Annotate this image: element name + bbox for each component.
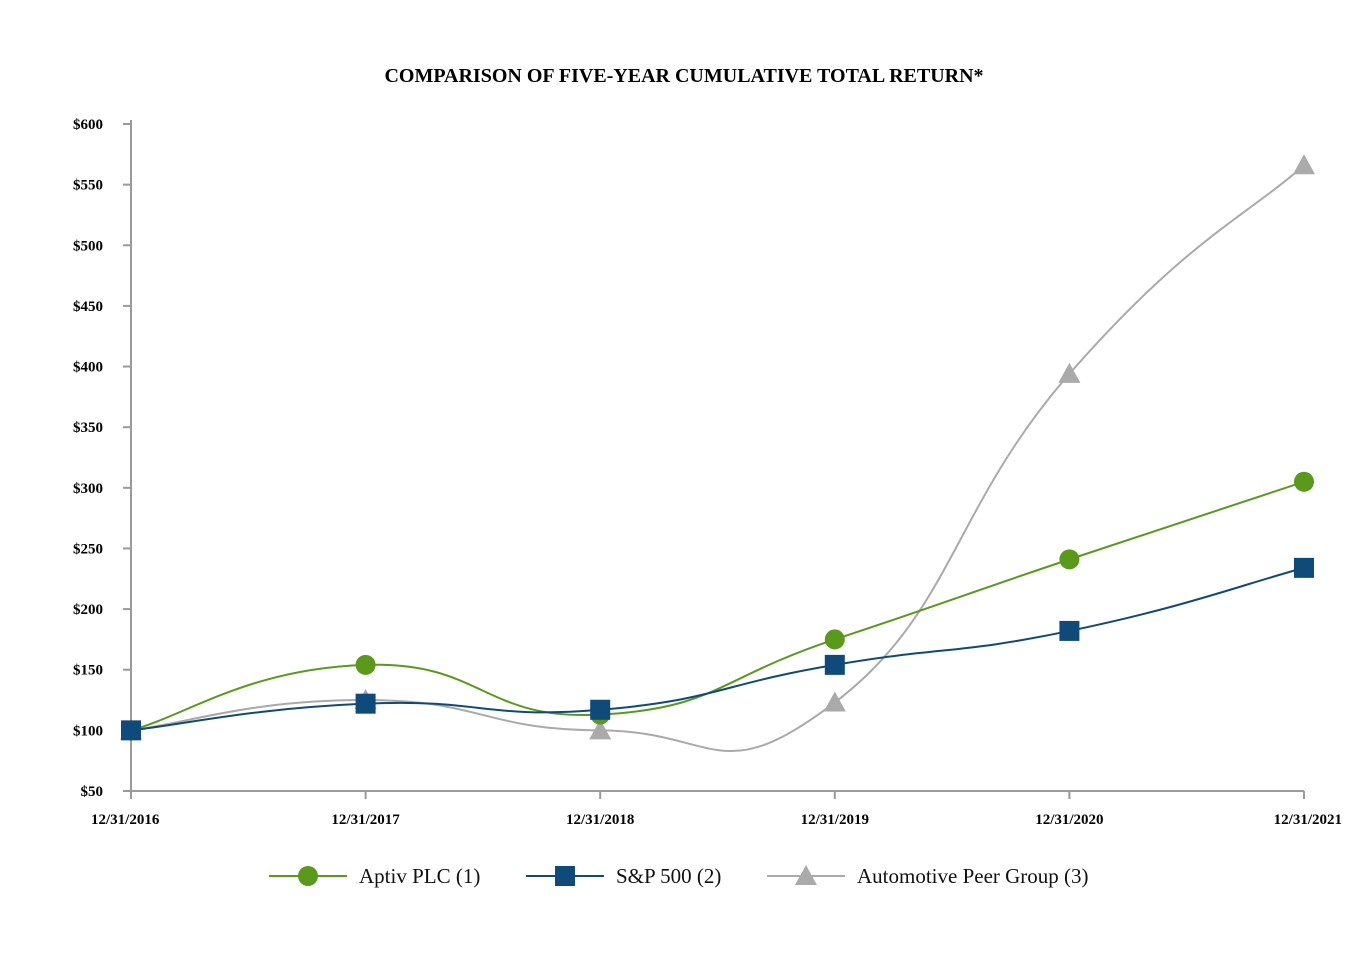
legend-label: Automotive Peer Group (3)	[857, 864, 1089, 888]
y-tick-label: $500	[73, 238, 103, 254]
data-point-s-p-500-2	[824, 654, 845, 675]
y-tick-label: $100	[73, 723, 103, 739]
x-tick-label: 12/31/2021	[1274, 812, 1342, 828]
y-tick-label: $50	[81, 784, 104, 800]
series-line-aptiv-plc-1	[130, 480, 1305, 732]
legend-item-s-p-500-2: S&P 500 (2)	[526, 864, 721, 888]
y-tick-label: $600	[73, 117, 103, 133]
legend-marker-triangle	[795, 865, 817, 885]
series-s-p-500-2	[121, 557, 1314, 741]
chart-title: COMPARISON OF FIVE-YEAR CUMULATIVE TOTAL…	[384, 65, 983, 87]
x-tick-label: 12/31/2019	[801, 812, 869, 828]
data-point-s-p-500-2	[121, 720, 141, 741]
x-tick-label: 12/31/2017	[331, 812, 400, 828]
data-point-s-p-500-2	[590, 699, 611, 720]
series-layer	[120, 154, 1315, 753]
x-tick-label: 12/31/2018	[566, 812, 634, 828]
data-point-automotive-peer-group-3	[1293, 154, 1315, 175]
data-point-automotive-peer-group-3	[1058, 362, 1081, 383]
legend-label: Aptiv PLC (1)	[359, 864, 480, 888]
legend-marker-circle	[298, 866, 318, 886]
y-tick-label: $250	[73, 541, 103, 557]
y-tick-label: $300	[73, 481, 103, 497]
x-tick-label: 12/31/2020	[1035, 812, 1103, 828]
series-automotive-peer-group-3	[120, 154, 1315, 753]
data-point-aptiv-plc-1	[824, 629, 845, 650]
legend-label: S&P 500 (2)	[616, 864, 721, 888]
data-point-s-p-500-2	[1059, 620, 1080, 641]
y-tick-label: $400	[73, 360, 103, 376]
legend: Aptiv PLC (1) S&P 500 (2) Automotive Peer …	[269, 864, 1089, 888]
y-tick-label: $350	[73, 420, 103, 436]
y-tick-label: $450	[73, 299, 103, 315]
data-point-automotive-peer-group-3	[823, 691, 846, 712]
series-line-automotive-peer-group-3	[130, 164, 1305, 753]
series-aptiv-plc-1	[121, 471, 1314, 741]
data-point-s-p-500-2	[355, 693, 376, 714]
data-point-automotive-peer-group-3	[589, 719, 612, 740]
legend-item-aptiv-plc-1: Aptiv PLC (1)	[269, 864, 480, 888]
data-point-aptiv-plc-1	[1294, 471, 1314, 492]
data-point-aptiv-plc-1	[1059, 549, 1080, 570]
y-tick-label: $550	[73, 178, 103, 194]
x-tick-label: 12/31/2016	[91, 812, 160, 828]
legend-item-automotive-peer-group-3: Automotive Peer Group (3)	[767, 864, 1089, 888]
series-line-s-p-500-2	[130, 566, 1305, 732]
y-tick-label: $200	[73, 602, 103, 618]
axes: $50 $100 $150 $200 $250 $300 $350 $400 $450 $500 $…	[73, 117, 1342, 828]
data-point-aptiv-plc-1	[355, 654, 376, 675]
legend-marker-square	[555, 866, 575, 886]
y-tick-label: $150	[73, 663, 103, 679]
data-point-s-p-500-2	[1294, 557, 1314, 578]
